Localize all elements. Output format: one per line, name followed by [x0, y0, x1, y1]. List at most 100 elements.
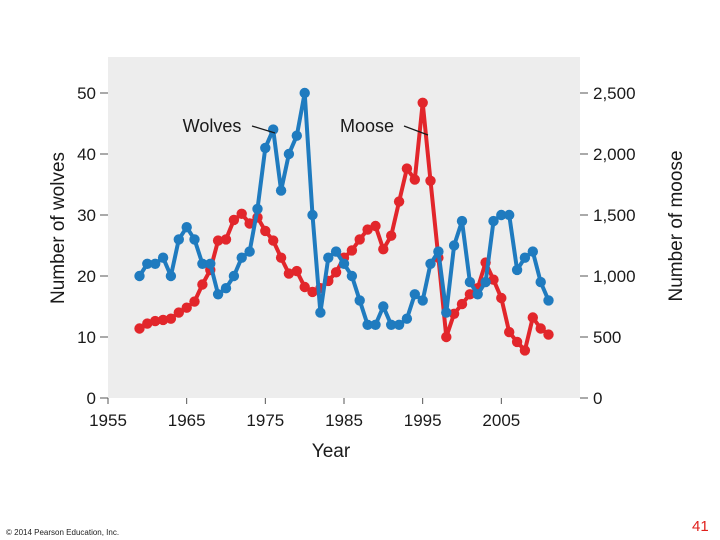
- data-point-wolves: [173, 234, 184, 245]
- data-point-moose: [299, 281, 310, 293]
- data-point-moose: [488, 274, 499, 285]
- data-point-wolves: [165, 270, 177, 282]
- data-point-wolves: [197, 258, 208, 269]
- data-point-moose: [448, 308, 460, 319]
- data-point-moose: [197, 279, 208, 290]
- data-point-wolves: [354, 295, 365, 306]
- left-axis-tick-label: 40: [77, 145, 96, 164]
- series-label-wolves: Wolves: [183, 116, 242, 136]
- data-point-moose: [519, 345, 531, 356]
- chart-axes: [100, 92, 588, 404]
- data-point-wolves: [244, 246, 255, 257]
- data-point-moose: [401, 163, 413, 174]
- data-point-wolves: [441, 307, 452, 318]
- data-point-moose: [150, 315, 161, 327]
- data-point-wolves: [378, 301, 389, 312]
- data-point-wolves: [456, 215, 468, 227]
- data-point-moose: [244, 218, 255, 229]
- data-point-wolves: [181, 222, 192, 233]
- right-axis-tick-label: 1,500: [593, 206, 636, 225]
- left-axis-tick-label: 30: [77, 206, 96, 225]
- data-point-wolves: [323, 252, 334, 263]
- data-point-wolves: [299, 87, 310, 99]
- data-point-moose: [386, 230, 397, 241]
- data-point-wolves: [472, 289, 483, 300]
- left-axis-tick-label: 50: [77, 84, 96, 103]
- slide-page-number: 41: [692, 518, 709, 535]
- data-point-moose: [291, 265, 302, 277]
- data-point-moose: [268, 235, 279, 246]
- series-label-leader: [251, 125, 276, 134]
- right-axis-tick-label: 2,500: [593, 84, 636, 103]
- data-point-wolves: [535, 276, 546, 288]
- data-point-moose: [543, 329, 554, 340]
- data-point-moose: [157, 314, 169, 326]
- data-point-wolves: [504, 209, 515, 221]
- series-label-moose: Moose: [340, 116, 394, 136]
- x-axis-tick-label: 1965: [168, 411, 206, 430]
- copyright-notice: © 2014 Pearson Education, Inc.: [6, 528, 120, 537]
- data-point-wolves: [433, 246, 444, 257]
- x-axis-title: Year: [312, 441, 351, 462]
- data-point-wolves: [150, 258, 161, 269]
- data-point-moose: [535, 323, 546, 334]
- data-point-moose: [425, 175, 436, 186]
- series-label-leader: [403, 125, 429, 136]
- x-axis-tick-label: 2005: [482, 411, 520, 430]
- data-point-wolves: [220, 283, 232, 294]
- data-point-wolves: [511, 264, 523, 276]
- left-axis-tick-label: 20: [77, 267, 96, 286]
- data-point-moose: [307, 286, 318, 298]
- data-point-wolves: [488, 215, 499, 227]
- data-point-moose: [165, 313, 177, 324]
- data-point-wolves: [409, 289, 420, 300]
- left-axis-tick-label: 10: [77, 328, 96, 347]
- data-point-moose: [354, 234, 365, 245]
- x-axis-tick-label: 1975: [246, 411, 284, 430]
- right-axis-title: Number of moose: [666, 150, 687, 301]
- data-point-wolves: [370, 319, 381, 330]
- data-point-moose: [362, 224, 373, 235]
- data-point-wolves: [401, 313, 413, 324]
- right-axis-tick-label: 2,000: [593, 145, 636, 164]
- data-point-wolves: [386, 319, 397, 330]
- right-axis-tick-label: 500: [593, 328, 621, 347]
- data-point-moose: [228, 214, 240, 226]
- data-point-moose: [275, 252, 287, 263]
- data-point-moose: [173, 307, 184, 318]
- data-point-moose: [496, 292, 507, 304]
- data-point-moose: [189, 296, 200, 307]
- data-point-moose: [456, 298, 468, 310]
- data-point-wolves: [425, 258, 436, 269]
- data-point-wolves: [417, 295, 428, 306]
- data-point-moose: [283, 268, 295, 279]
- data-point-moose: [393, 196, 405, 207]
- data-point-moose: [181, 302, 192, 313]
- data-point-moose: [330, 267, 342, 278]
- x-axis-tick-label: 1995: [404, 411, 442, 430]
- data-point-moose: [464, 289, 476, 300]
- data-point-wolves: [496, 209, 507, 221]
- data-point-moose: [511, 336, 523, 348]
- series-moose: [134, 97, 554, 356]
- data-point-wolves: [527, 246, 538, 257]
- data-point-wolves: [260, 142, 271, 154]
- x-axis-tick-label: 1985: [325, 411, 363, 430]
- right-axis-tick-label: 1,000: [593, 267, 636, 286]
- data-point-wolves: [189, 234, 200, 245]
- data-point-wolves: [275, 185, 287, 196]
- data-point-wolves: [291, 130, 302, 141]
- data-point-moose: [212, 235, 224, 246]
- data-point-moose: [260, 225, 271, 237]
- data-point-moose: [236, 208, 247, 219]
- data-point-moose: [370, 220, 381, 232]
- data-point-wolves: [205, 258, 216, 269]
- data-point-moose: [220, 234, 232, 245]
- data-point-wolves: [283, 148, 295, 160]
- data-point-wolves: [338, 258, 350, 269]
- data-point-wolves: [315, 307, 326, 318]
- data-point-wolves: [252, 203, 263, 215]
- data-point-moose: [504, 326, 515, 338]
- data-point-wolves: [519, 252, 531, 263]
